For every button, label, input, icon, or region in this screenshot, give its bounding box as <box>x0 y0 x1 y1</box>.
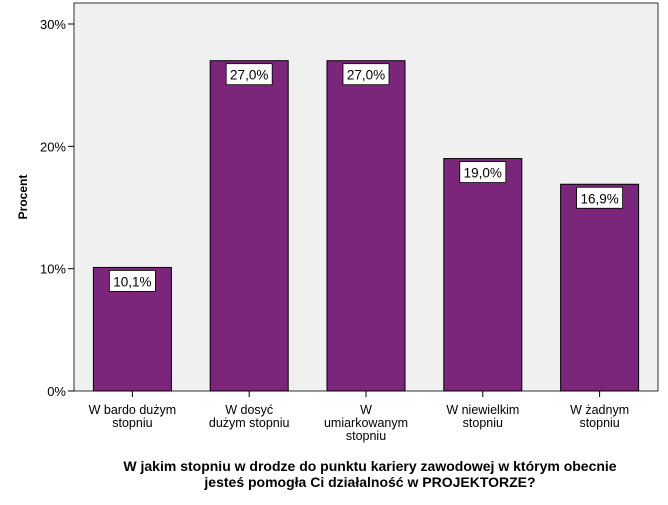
data-label-box <box>459 161 507 183</box>
data-labels: 10,1% 27,0% 27,0% 19,0% 16,9% <box>109 63 623 292</box>
data-label-box <box>109 270 156 292</box>
x-axis-title-text: W jakim stopniu w drodze do punktu karie… <box>123 458 616 490</box>
bar <box>326 60 406 392</box>
y-axis-title: Procent <box>16 175 30 220</box>
x-tick-label: W niewielkim stopniu <box>446 403 519 430</box>
y-axis: 0% 10% 20% 30% <box>40 17 74 399</box>
x-axis: W bardo dużym stopniu W dosyć dużym stopniu… <box>89 391 629 443</box>
data-label: 16,9% <box>580 191 618 206</box>
data-label: 19,0% <box>464 166 502 181</box>
y-tick-label: 10% <box>40 262 66 277</box>
data-label-box <box>342 63 390 86</box>
bar <box>443 158 523 392</box>
y-tick-label: 30% <box>40 17 66 32</box>
x-tick-label: W żadnym stopniu <box>570 403 629 430</box>
data-label-box <box>225 63 273 86</box>
bars <box>92 60 640 392</box>
bar <box>209 60 289 392</box>
y-tick-label: 0% <box>47 384 66 399</box>
bar <box>560 183 640 392</box>
x-axis-title: W jakim stopniu w drodze do punktu karie… <box>123 458 616 490</box>
data-label: 27,0% <box>347 68 385 83</box>
x-tick-label: W dosyć dużym stopniu <box>209 403 290 430</box>
data-label: 10,1% <box>113 274 151 289</box>
y-tick-label: 20% <box>40 139 66 154</box>
data-label: 27,0% <box>230 68 268 83</box>
data-label-box <box>576 186 623 209</box>
x-tick-label: W bardo dużym stopniu <box>89 403 177 430</box>
